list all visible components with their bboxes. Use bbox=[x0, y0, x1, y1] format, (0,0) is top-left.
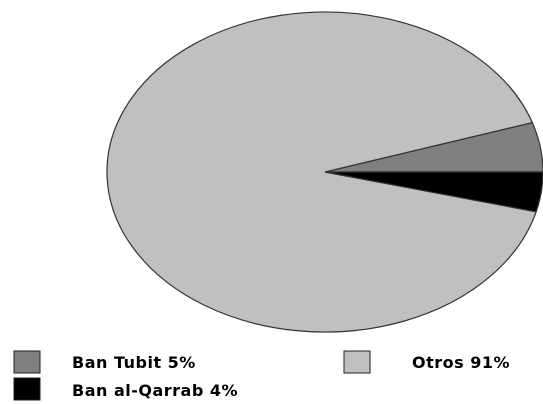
legend-item-otros: Otros 91% bbox=[343, 350, 510, 374]
legend-label-ban-tubit: Ban Tubit 5% bbox=[72, 353, 196, 372]
legend: Ban Tubit 5% Otros 91% Ban al-Qarrab 4% bbox=[13, 350, 510, 401]
legend-label-ban-al-qarrab: Ban al-Qarrab 4% bbox=[72, 381, 238, 400]
legend-swatch-ban-al-qarrab bbox=[13, 377, 41, 401]
legend-item-ban-tubit: Ban Tubit 5% bbox=[13, 350, 196, 374]
legend-item-ban-al-qarrab: Ban al-Qarrab 4% bbox=[13, 377, 238, 401]
legend-swatch-otros bbox=[343, 350, 371, 374]
legend-swatch-ban-tubit bbox=[13, 350, 41, 374]
legend-label-otros: Otros 91% bbox=[412, 353, 510, 372]
pie-slices bbox=[106, 11, 543, 333]
pie-slice-otros bbox=[106, 11, 537, 333]
